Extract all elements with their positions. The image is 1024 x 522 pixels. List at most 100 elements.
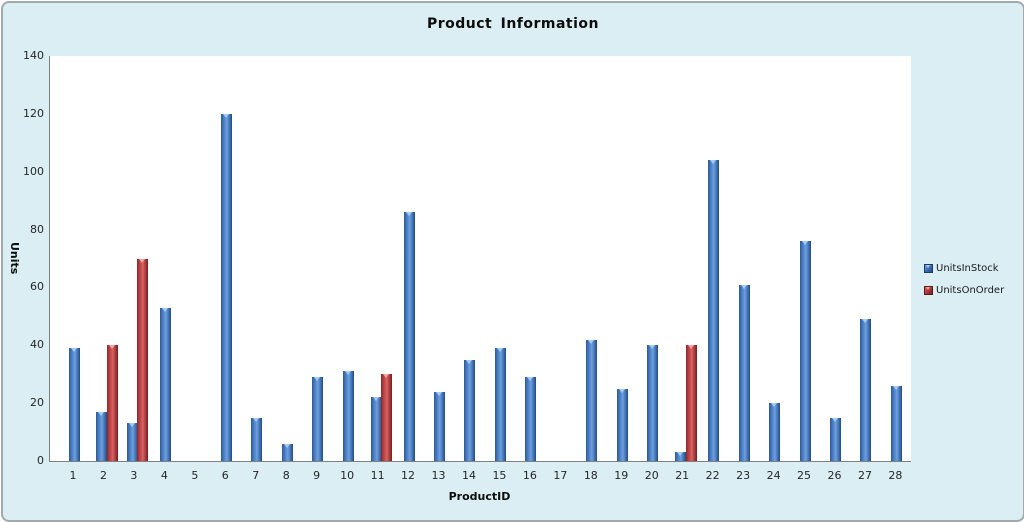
x-tick-label: 4 [160, 469, 168, 482]
bar-top-highlight [372, 397, 379, 402]
y-tick-label: 120 [23, 106, 44, 120]
x-tick-label: 16 [522, 469, 537, 482]
x-tick-label: 27 [857, 469, 872, 482]
x-tick-label: 5 [191, 469, 199, 482]
y-tick-label: 100 [23, 164, 44, 178]
bar-top-highlight [832, 417, 838, 422]
bar-unitsonorder-21 [685, 345, 697, 461]
bar-unitsinstock-14 [464, 359, 476, 461]
bar-top-highlight [466, 359, 473, 364]
x-tick-label: 20 [644, 469, 659, 482]
x-tick-label: 28 [888, 469, 903, 482]
bar-unitsinstock-21 [675, 452, 687, 461]
x-tick-label: 10 [340, 469, 355, 482]
bar-top-highlight [161, 307, 168, 312]
legend-marker-icon [924, 264, 933, 273]
x-tick-label: 18 [583, 469, 598, 482]
bar-unitsonorder-2 [106, 345, 118, 461]
y-tick-label: 80 [30, 222, 44, 236]
y-axis-title: Units [8, 242, 21, 275]
bar-top-highlight [108, 345, 115, 350]
plot-area [49, 56, 911, 462]
x-tick-label: 26 [827, 469, 842, 482]
x-tick-label: 14 [461, 469, 476, 482]
x-tick-label: 25 [797, 469, 812, 482]
bar-unitsonorder-11 [381, 374, 393, 461]
bar-top-highlight [618, 388, 625, 393]
y-tick-label: 40 [30, 338, 44, 352]
x-tick-label: 1 [69, 469, 77, 482]
x-tick-label: 7 [252, 469, 260, 482]
x-tick-label: 21 [675, 469, 690, 482]
legend-item-unitsonorder: UnitsOnOrder [924, 284, 1004, 297]
bar-top-highlight [70, 348, 77, 353]
bar-unitsinstock-18 [586, 339, 598, 461]
bar-top-highlight [496, 348, 503, 353]
bar-unitsinstock-16 [525, 377, 537, 461]
bar-unitsinstock-20 [647, 345, 659, 461]
bar-unitsinstock-12 [403, 212, 415, 461]
bar-top-highlight [588, 339, 595, 344]
x-tick-label: 24 [766, 469, 781, 482]
x-axis-title: ProductID [448, 490, 511, 503]
bar-unitsinstock-1 [68, 348, 80, 461]
bar-unitsinstock-27 [860, 319, 872, 461]
bar-top-highlight [383, 374, 390, 379]
bar-unitsinstock-3 [126, 423, 138, 461]
bar-top-highlight [128, 423, 135, 428]
bar-unitsinstock-4 [159, 307, 171, 461]
bar-unitsinstock-11 [370, 397, 382, 461]
bar-unitsinstock-6 [220, 113, 232, 461]
bar-unitsinstock-19 [616, 388, 628, 461]
x-tick-label: 8 [282, 469, 290, 482]
bar-unitsinstock-26 [830, 417, 841, 461]
bar-unitsinstock-22 [708, 160, 720, 461]
bar-unitsinstock-23 [738, 284, 750, 461]
bar-top-highlight [710, 160, 717, 165]
y-tick-label: 60 [30, 280, 44, 294]
bar-unitsinstock-25 [799, 241, 811, 461]
bar-unitsinstock-10 [342, 371, 354, 461]
bar-unitsinstock-24 [769, 403, 781, 461]
bar-top-highlight [314, 377, 321, 382]
bar-top-highlight [677, 452, 684, 457]
legend-label: UnitsInStock [936, 263, 999, 274]
y-tick-label: 20 [30, 396, 44, 410]
legend-marker-icon [924, 286, 933, 295]
y-tick-label: 0 [37, 454, 44, 467]
x-tick-label: 22 [705, 469, 720, 482]
bar-unitsinstock-28 [890, 385, 902, 461]
chart-title: Product Information [426, 16, 600, 32]
bar-top-highlight [283, 443, 290, 448]
legend-marker-highlight [926, 287, 930, 290]
bar-top-highlight [344, 371, 351, 376]
bar-unitsinstock-9 [312, 377, 324, 461]
bar-top-highlight [649, 345, 656, 350]
legend: UnitsInStock UnitsOnOrder [924, 262, 1004, 306]
legend-label: UnitsOnOrder [936, 285, 1005, 296]
bar-unitsinstock-2 [96, 411, 108, 461]
x-tick-label: 15 [492, 469, 507, 482]
bar-top-highlight [740, 284, 747, 289]
bar-unitsinstock-15 [494, 348, 506, 461]
x-tick-label: 9 [313, 469, 321, 482]
bar-top-highlight [892, 385, 899, 390]
bar-unitsinstock-13 [434, 391, 446, 461]
bar-top-highlight [139, 258, 146, 263]
bar-unitsinstock-8 [281, 443, 293, 461]
x-tick-label: 13 [431, 469, 446, 482]
bar-top-highlight [862, 319, 869, 324]
bar-top-highlight [436, 391, 443, 396]
bar-top-highlight [801, 241, 808, 246]
bar-top-highlight [687, 345, 694, 350]
bar-top-highlight [222, 113, 229, 118]
bar-top-highlight [405, 212, 412, 217]
x-tick-label: 2 [99, 469, 107, 482]
x-tick-label: 12 [401, 469, 416, 482]
bar-top-highlight [98, 411, 105, 416]
legend-item-unitsinstock: UnitsInStock [924, 262, 1004, 275]
bar-top-highlight [771, 403, 778, 408]
legend-marker-highlight [926, 265, 930, 268]
x-tick-label: 6 [221, 469, 229, 482]
